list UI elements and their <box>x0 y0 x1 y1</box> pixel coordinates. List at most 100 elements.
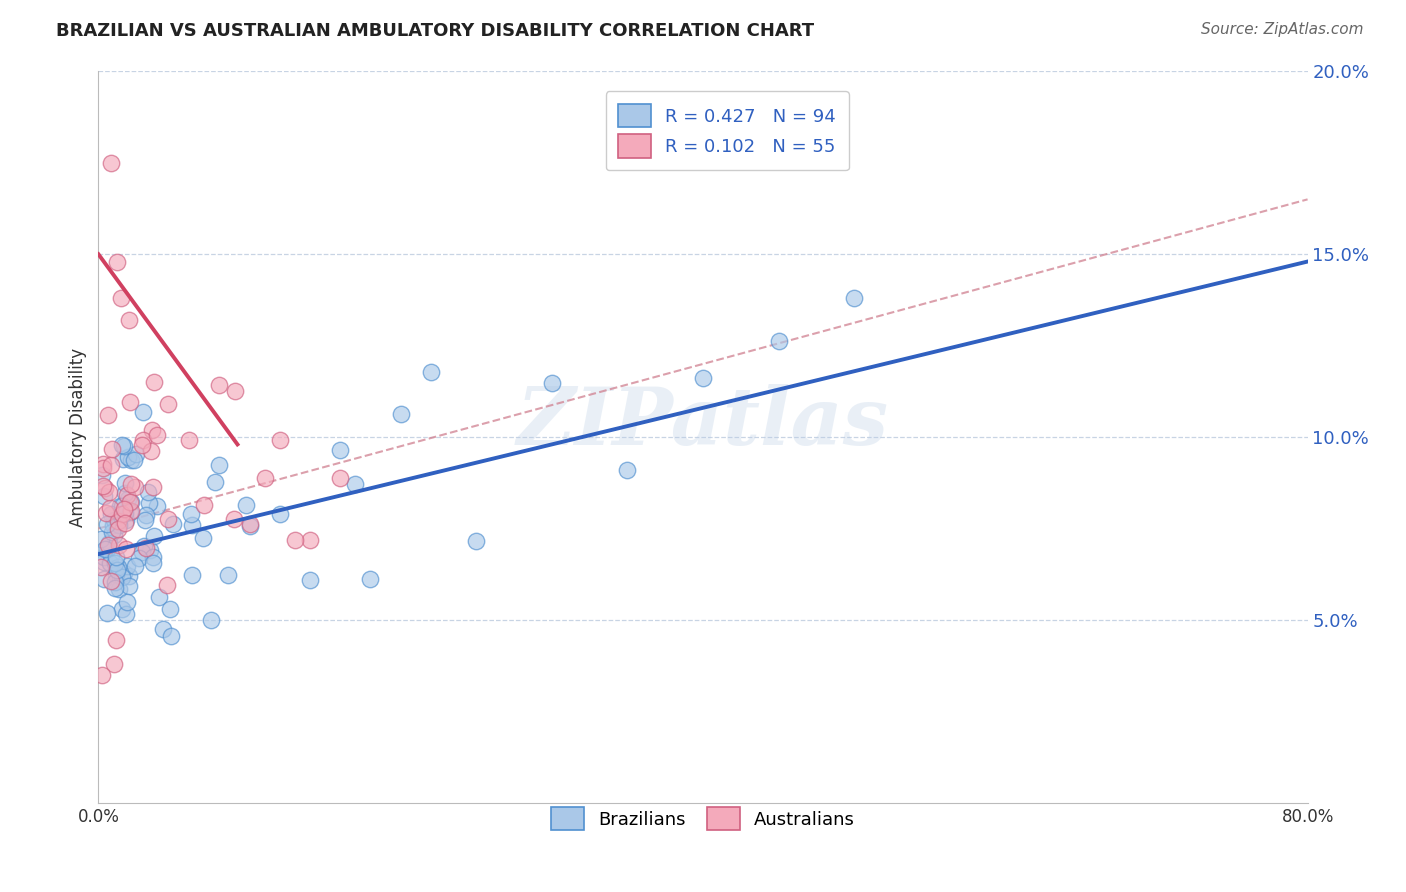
Point <box>135 508 157 523</box>
Point <box>141 423 163 437</box>
Point <box>141 444 163 458</box>
Point <box>111 507 134 521</box>
Point <box>96 517 118 532</box>
Point <box>108 499 131 513</box>
Point <box>204 475 226 489</box>
Point <box>193 498 215 512</box>
Point <box>134 513 156 527</box>
Point <box>120 504 142 518</box>
Point <box>94 542 117 557</box>
Text: BRAZILIAN VS AUSTRALIAN AMBULATORY DISABILITY CORRELATION CHART: BRAZILIAN VS AUSTRALIAN AMBULATORY DISAB… <box>56 22 814 40</box>
Point <box>118 313 141 327</box>
Point <box>108 582 131 597</box>
Point <box>91 478 114 492</box>
Point <box>104 581 127 595</box>
Point <box>145 428 167 442</box>
Point <box>111 438 134 452</box>
Point <box>91 461 114 475</box>
Y-axis label: Ambulatory Disability: Ambulatory Disability <box>69 348 87 526</box>
Point <box>360 573 382 587</box>
Point <box>108 518 131 533</box>
Point <box>117 450 139 465</box>
Point <box>97 408 120 422</box>
Point <box>224 512 246 526</box>
Point <box>105 564 128 578</box>
Point <box>152 622 174 636</box>
Text: ZIPatlas: ZIPatlas <box>517 384 889 461</box>
Point <box>180 508 202 522</box>
Point <box>200 613 222 627</box>
Point <box>105 550 128 565</box>
Point <box>135 541 157 555</box>
Point <box>117 492 139 507</box>
Point <box>112 451 135 466</box>
Point <box>131 438 153 452</box>
Point <box>329 443 352 458</box>
Point <box>284 533 307 547</box>
Point <box>100 574 122 589</box>
Point <box>107 538 129 552</box>
Point <box>157 512 180 526</box>
Point <box>98 556 121 570</box>
Point <box>107 513 129 527</box>
Point <box>253 471 276 485</box>
Point <box>141 550 163 565</box>
Point <box>98 485 121 500</box>
Point <box>104 574 127 589</box>
Point <box>131 545 153 559</box>
Point <box>148 590 170 604</box>
Point <box>90 532 112 546</box>
Point <box>96 506 118 520</box>
Point <box>96 541 118 556</box>
Point <box>181 567 204 582</box>
Point <box>93 489 115 503</box>
Point <box>96 606 118 620</box>
Point <box>107 560 129 574</box>
Point <box>100 156 122 170</box>
Point <box>142 480 165 494</box>
Point <box>139 542 162 557</box>
Point <box>97 538 120 552</box>
Point <box>103 657 125 671</box>
Point <box>128 551 150 566</box>
Point <box>344 476 367 491</box>
Point <box>105 633 128 648</box>
Point <box>143 375 166 389</box>
Point <box>118 579 141 593</box>
Point <box>616 463 638 477</box>
Point <box>101 442 124 456</box>
Point <box>93 573 115 587</box>
Point <box>111 569 134 583</box>
Point <box>120 477 142 491</box>
Point <box>111 500 134 514</box>
Point <box>179 434 201 448</box>
Point <box>181 517 204 532</box>
Point <box>121 494 143 508</box>
Point <box>134 539 156 553</box>
Point <box>768 334 790 348</box>
Point <box>124 559 146 574</box>
Point <box>156 578 179 592</box>
Point <box>104 566 127 581</box>
Point <box>239 518 262 533</box>
Point <box>98 501 121 516</box>
Point <box>114 607 136 621</box>
Point <box>104 556 127 570</box>
Point <box>103 513 125 527</box>
Point <box>239 517 262 532</box>
Point <box>107 514 129 528</box>
Point <box>138 496 160 510</box>
Point <box>91 467 114 482</box>
Point <box>157 396 180 410</box>
Point <box>90 559 112 574</box>
Point <box>122 453 145 467</box>
Point <box>114 516 136 531</box>
Point <box>93 481 115 495</box>
Point <box>105 254 128 268</box>
Point <box>269 507 291 521</box>
Point <box>235 498 257 512</box>
Point <box>844 291 866 305</box>
Point <box>97 536 120 550</box>
Point <box>132 434 155 448</box>
Point <box>93 555 115 569</box>
